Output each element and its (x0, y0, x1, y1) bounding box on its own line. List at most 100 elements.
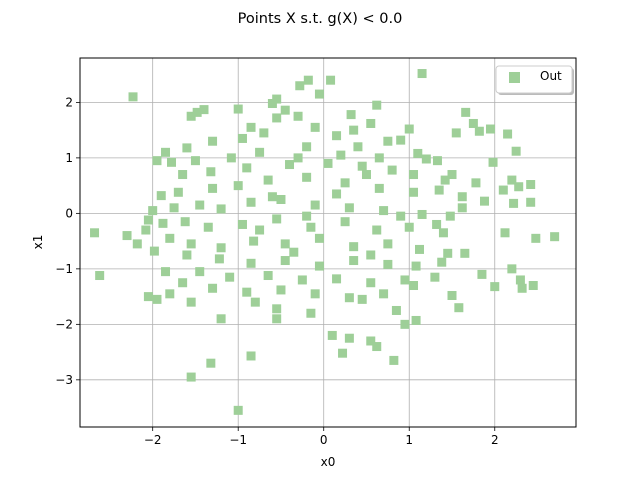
data-point (285, 160, 294, 169)
data-point (249, 237, 258, 246)
chart-title: Points X s.t. g(X) < 0.0 (238, 11, 403, 27)
data-point (298, 275, 307, 284)
data-point (507, 264, 516, 273)
data-point (295, 81, 304, 90)
data-point (461, 108, 470, 117)
data-point (349, 126, 358, 135)
data-point (170, 203, 179, 212)
data-point (208, 284, 217, 293)
data-point (208, 137, 217, 146)
data-point (509, 199, 518, 208)
data-point (418, 210, 427, 219)
data-point (475, 127, 484, 136)
data-point (187, 373, 196, 382)
data-point (443, 249, 452, 258)
data-point (227, 153, 236, 162)
data-point (242, 163, 251, 172)
data-point (315, 234, 324, 243)
data-point (389, 356, 398, 365)
y-tick-label: −3 (55, 373, 73, 387)
data-point (405, 223, 414, 232)
data-point (161, 148, 170, 157)
data-point (242, 288, 251, 297)
data-point (379, 206, 388, 215)
data-point (526, 198, 535, 207)
data-point (144, 216, 153, 225)
legend-marker (509, 72, 520, 83)
data-point (234, 105, 243, 114)
data-point (400, 320, 409, 329)
data-point (306, 223, 315, 232)
data-point (332, 131, 341, 140)
data-point (238, 134, 247, 143)
data-point (247, 198, 256, 207)
data-point (195, 201, 204, 210)
data-point (422, 154, 431, 163)
data-point (315, 90, 324, 99)
data-point (415, 245, 424, 254)
y-axis-label: x1 (31, 235, 45, 250)
data-point (336, 151, 345, 160)
data-point (358, 295, 367, 304)
x-tick-label: 0 (320, 433, 328, 447)
data-point (208, 184, 217, 193)
data-point (383, 137, 392, 146)
data-point (345, 203, 354, 212)
data-point (182, 143, 191, 152)
data-point (452, 128, 461, 137)
data-point (152, 295, 161, 304)
data-point (409, 170, 418, 179)
data-point (289, 248, 298, 257)
data-point (141, 226, 150, 235)
y-tick-label: 2 (65, 95, 73, 109)
data-point (396, 136, 405, 145)
data-point (315, 262, 324, 271)
data-point (311, 289, 320, 298)
data-point (437, 258, 446, 267)
data-point (217, 314, 226, 323)
data-point (372, 342, 381, 351)
data-point (512, 147, 521, 156)
data-point (217, 204, 226, 213)
data-point (332, 274, 341, 283)
data-point (152, 156, 161, 165)
data-point (326, 76, 335, 85)
y-tick-label: 0 (65, 206, 73, 220)
data-point (372, 226, 381, 235)
data-point (306, 309, 315, 318)
data-point (225, 273, 234, 282)
data-point (238, 220, 247, 229)
data-point (460, 249, 469, 258)
data-point (90, 228, 99, 237)
data-point (255, 148, 264, 157)
data-point (272, 113, 281, 122)
y-tick-label: −1 (55, 262, 73, 276)
data-point (353, 142, 362, 151)
data-point (182, 250, 191, 259)
data-point (469, 119, 478, 128)
data-point (375, 153, 384, 162)
data-point (526, 180, 535, 189)
data-point (123, 231, 132, 240)
data-point (454, 303, 463, 312)
data-point (311, 123, 320, 132)
data-point (435, 186, 444, 195)
data-point (206, 359, 215, 368)
data-point (372, 101, 381, 110)
data-point (516, 275, 525, 284)
data-point (324, 159, 333, 168)
data-point (217, 243, 226, 252)
data-point (148, 206, 157, 215)
data-point (514, 182, 523, 191)
data-point (294, 153, 303, 162)
data-point (383, 239, 392, 248)
data-point (358, 162, 367, 171)
data-point (255, 226, 264, 235)
x-tick-label: −2 (144, 433, 162, 447)
data-point (234, 406, 243, 415)
data-point (276, 285, 285, 294)
data-point (311, 201, 320, 210)
data-point (458, 192, 467, 201)
data-point (268, 99, 277, 108)
data-point (409, 281, 418, 290)
